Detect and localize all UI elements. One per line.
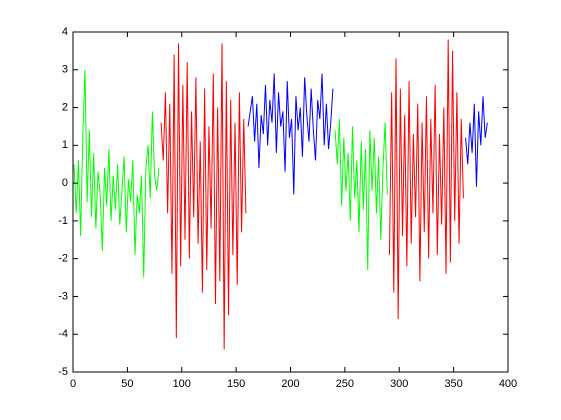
x-tick-label: 400	[499, 378, 517, 390]
x-tick-label: 50	[121, 378, 133, 390]
x-tick-label: 300	[390, 378, 408, 390]
x-tick-label: 150	[227, 378, 245, 390]
y-tick-label: 3	[62, 64, 68, 76]
x-tick-label: 250	[336, 378, 354, 390]
series-line	[73, 69, 160, 278]
y-tick-label: -2	[58, 253, 68, 265]
series-line	[388, 39, 464, 320]
series-line	[465, 96, 488, 187]
x-tick-label: 100	[173, 378, 191, 390]
y-tick-label: -3	[58, 290, 68, 302]
y-tick-label: 0	[62, 177, 68, 189]
y-tick-label: 4	[62, 26, 68, 38]
y-tick-label: -4	[58, 328, 68, 340]
series-line	[334, 118, 388, 271]
x-tick-label: 200	[281, 378, 299, 390]
series-line	[160, 43, 247, 350]
y-tick-label: -1	[58, 215, 68, 227]
x-tick-label: 0	[70, 378, 76, 390]
y-tick-label: 2	[62, 101, 68, 113]
y-tick-label: -5	[58, 366, 68, 378]
x-tick-label: 350	[444, 378, 462, 390]
series-line	[247, 73, 334, 195]
y-tick-label: 1	[62, 139, 68, 151]
